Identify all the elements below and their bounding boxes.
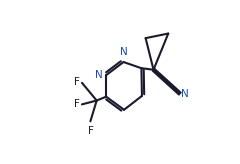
Text: N: N [181, 89, 189, 99]
Text: F: F [88, 126, 94, 136]
Text: F: F [74, 77, 80, 87]
Text: N: N [120, 47, 127, 57]
Text: N: N [95, 70, 103, 80]
Text: F: F [74, 99, 80, 109]
